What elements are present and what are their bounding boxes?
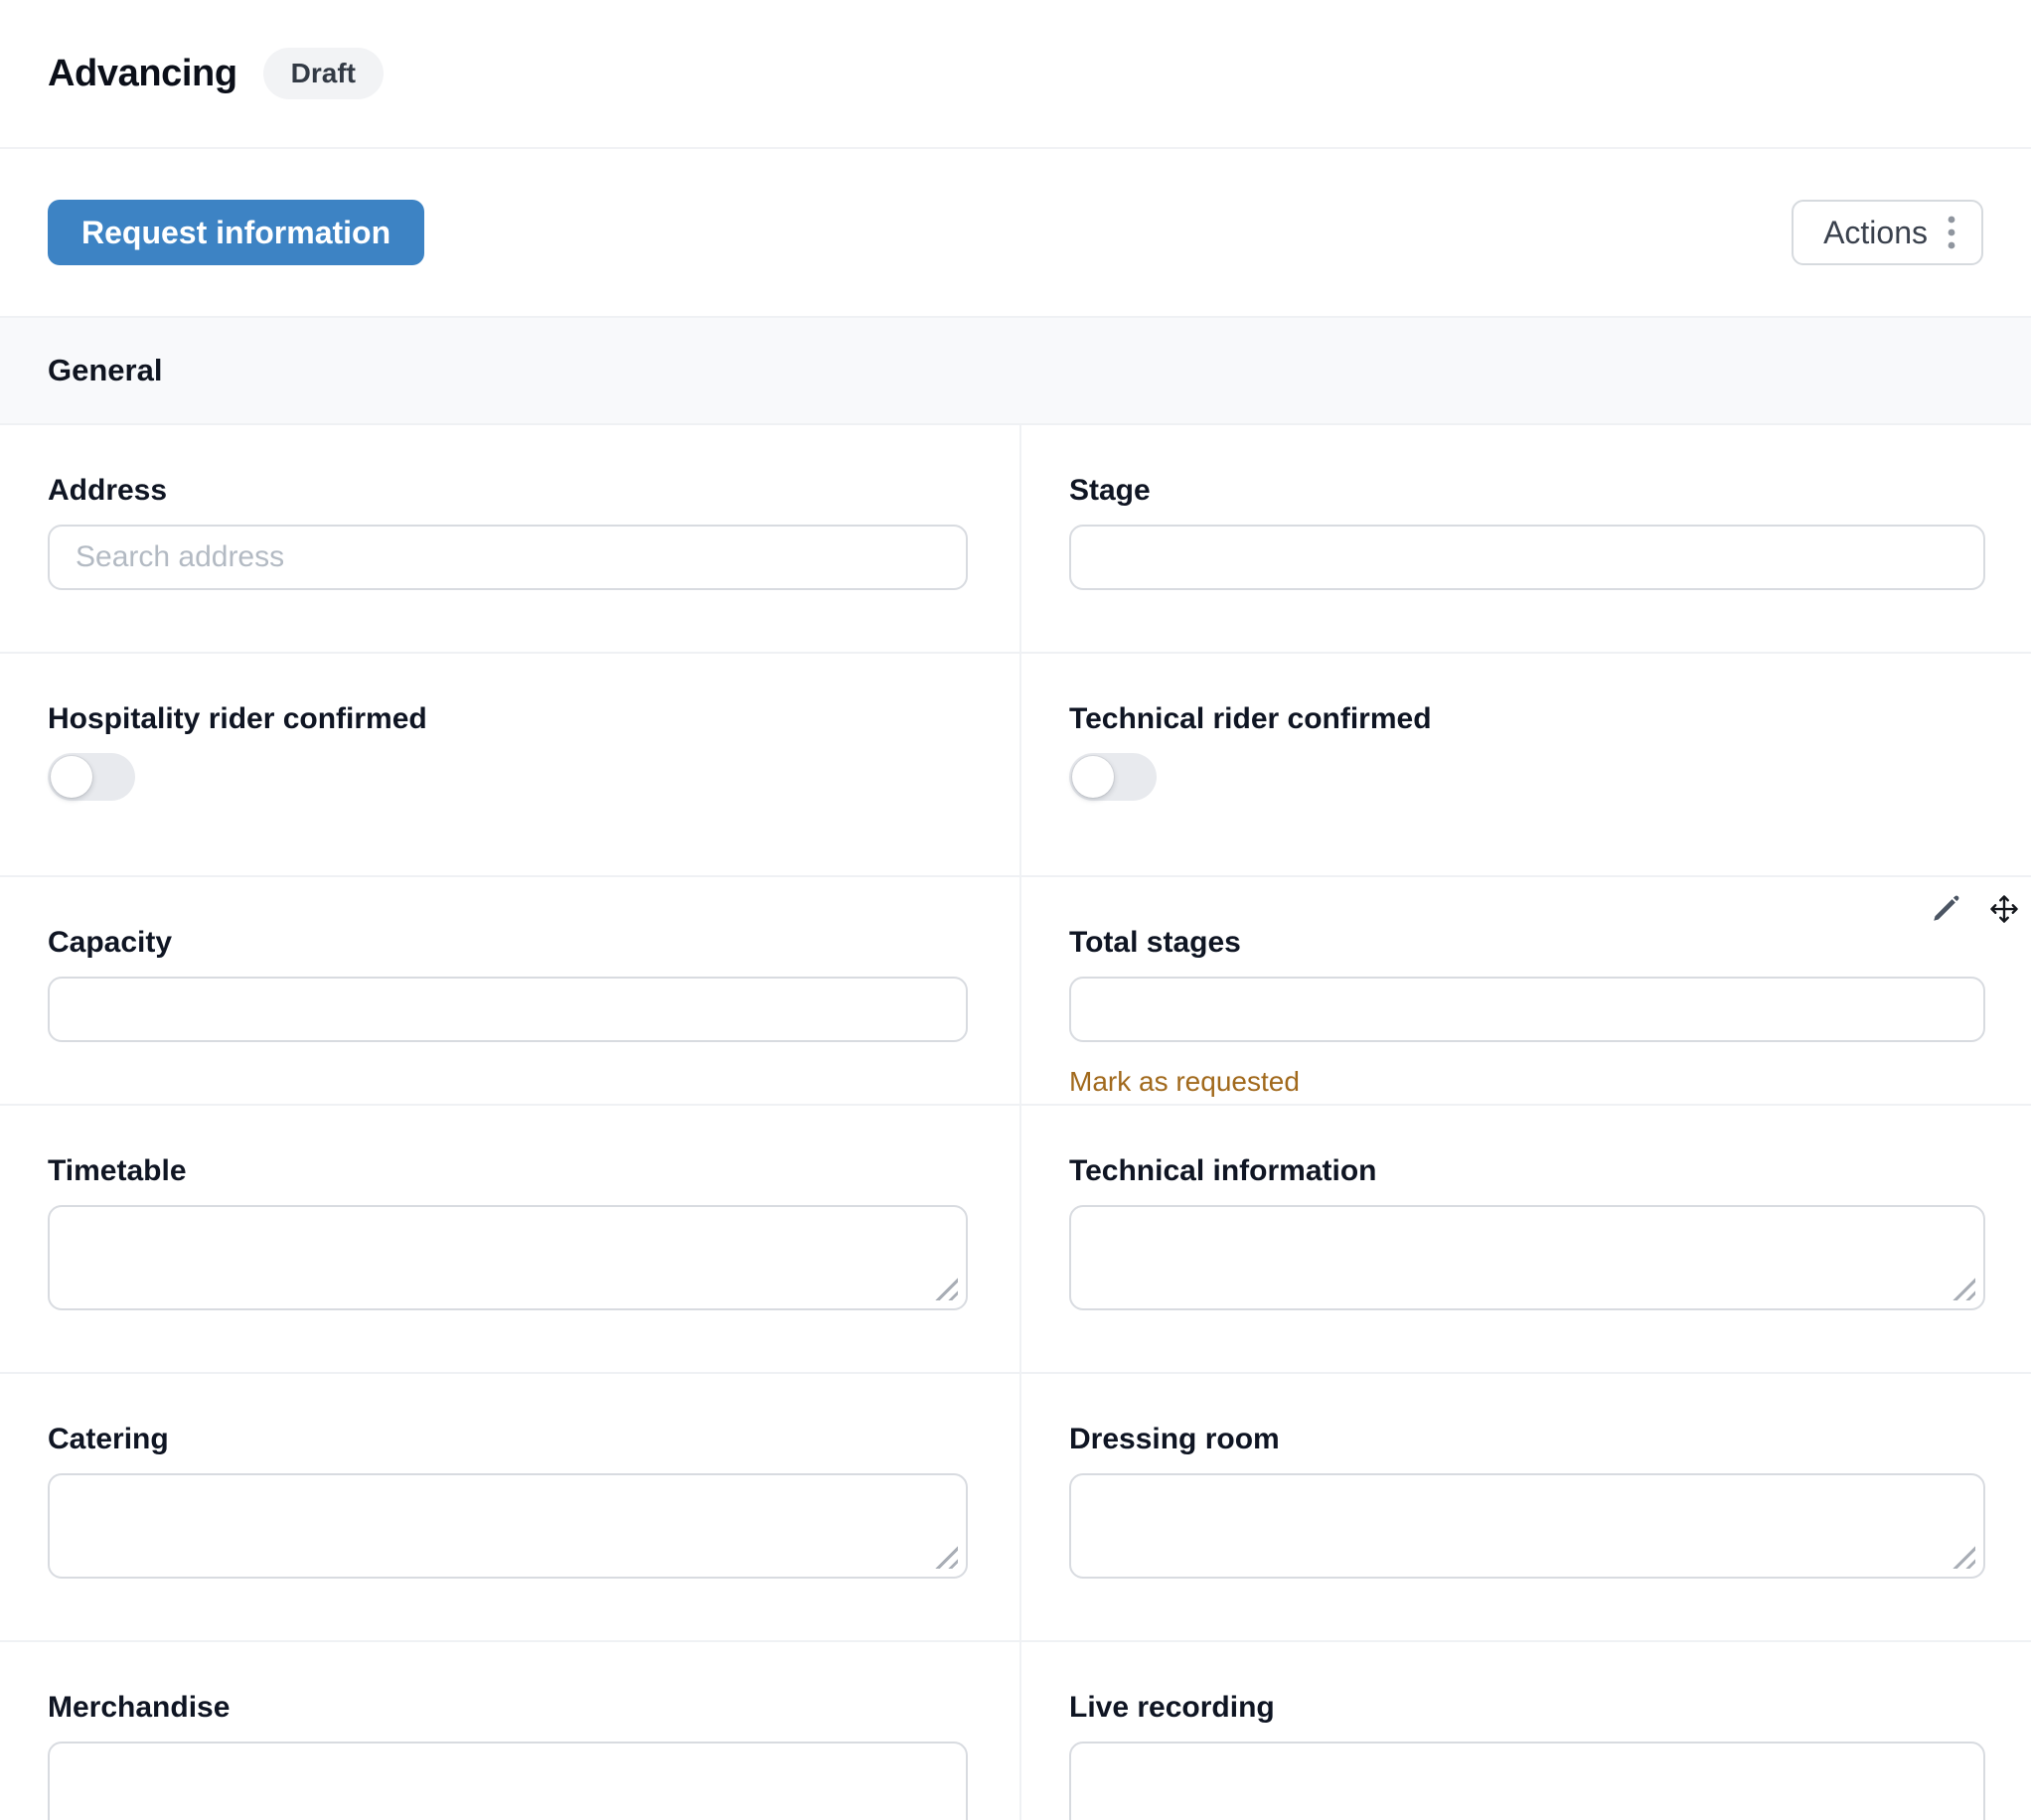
toggle-knob [51,756,92,798]
form-row-riders: Hospitality rider confirmed Technical ri… [0,654,2031,877]
actions-button[interactable]: Actions [1792,200,1983,265]
stage-input[interactable] [1069,525,1985,590]
timetable-textarea[interactable] [48,1205,968,1310]
capacity-label: Capacity [48,926,173,959]
field-catering: Catering [0,1374,1019,1640]
technical-information-textarea[interactable] [1069,1205,1985,1310]
hospitality-rider-label: Hospitality rider confirmed [48,702,427,735]
total-stages-label: Total stages [1069,926,1241,959]
form-row-catering-dressing: Catering Dressing room [0,1374,2031,1642]
form-row-address-stage: Address Stage [0,425,2031,654]
drag-field-handle[interactable] [1987,892,2021,926]
field-dressing-room: Dressing room [1019,1374,2031,1640]
field-hover-tools [1928,891,2021,927]
pencil-icon [1934,895,1959,921]
address-label: Address [48,474,168,507]
field-hospitality-rider: Hospitality rider confirmed [0,654,1019,875]
section-header-general: General [0,316,2031,425]
merchandise-label: Merchandise [48,1691,231,1724]
merchandise-textarea[interactable] [48,1742,968,1820]
page-title: Advancing [48,52,237,94]
capacity-input[interactable] [48,977,968,1042]
form-row-capacity-stages: Capacity Total stages Mark as r [0,877,2031,1106]
total-stages-input[interactable] [1069,977,1985,1042]
mark-as-requested-link[interactable]: Mark as requested [1069,1066,1300,1097]
form-row-timetable-technical: Timetable Technical information [0,1106,2031,1374]
edit-field-button[interactable] [1928,891,1963,927]
field-total-stages: Total stages Mark as requested [1019,877,2031,1104]
timetable-label: Timetable [48,1154,187,1187]
catering-label: Catering [48,1423,169,1455]
field-stage: Stage [1019,425,2031,652]
dressing-room-label: Dressing room [1069,1423,1280,1455]
field-live-recording: Live recording [1019,1642,2031,1820]
hospitality-rider-toggle[interactable] [48,753,135,801]
dressing-room-textarea[interactable] [1069,1473,1985,1579]
catering-textarea[interactable] [48,1473,968,1579]
actions-button-label: Actions [1823,214,1928,250]
field-merchandise: Merchandise [0,1642,1019,1820]
section-title: General [48,353,163,387]
form-row-merchandise-live: Merchandise Live recording [0,1642,2031,1820]
live-recording-label: Live recording [1069,1691,1275,1724]
toggle-knob [1072,756,1114,798]
request-information-button[interactable]: Request information [48,200,425,265]
address-input[interactable] [48,525,968,590]
toolbar: Request information Actions [0,149,2031,316]
technical-rider-toggle[interactable] [1069,753,1157,801]
status-badge: Draft [262,48,384,99]
move-icon [1990,895,2018,923]
live-recording-textarea[interactable] [1069,1742,1985,1820]
page-header: Advancing Draft [0,0,2031,149]
technical-information-label: Technical information [1069,1154,1377,1187]
field-address: Address [0,425,1019,652]
field-technical-information: Technical information [1019,1106,2031,1372]
stage-label: Stage [1069,474,1151,507]
kebab-vertical-icon [1948,216,1955,249]
technical-rider-label: Technical rider confirmed [1069,702,1432,735]
field-capacity: Capacity [0,877,1019,1104]
field-technical-rider: Technical rider confirmed [1019,654,2031,875]
field-timetable: Timetable [0,1106,1019,1372]
